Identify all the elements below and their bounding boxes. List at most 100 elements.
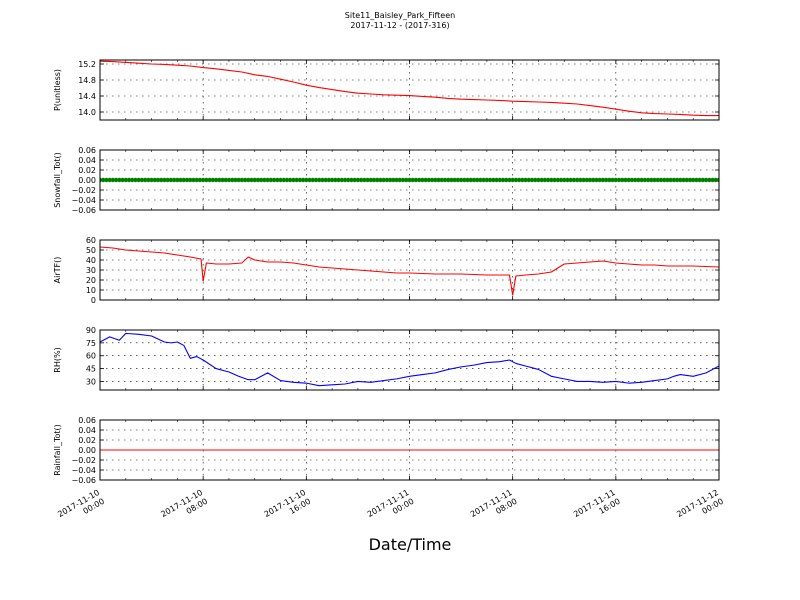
data-point <box>120 177 125 183</box>
data-point <box>565 177 570 183</box>
data-point <box>613 177 619 183</box>
data-point <box>368 177 374 183</box>
data-point <box>439 177 444 183</box>
chart-title: Site11_Baisley_Park_Fifteen <box>345 11 455 20</box>
data-point <box>626 177 631 183</box>
data-point <box>545 177 551 183</box>
data-point <box>226 177 232 183</box>
data-point <box>507 177 512 183</box>
data-point <box>113 177 119 183</box>
data-point <box>594 177 599 183</box>
data-point <box>371 177 377 183</box>
data-point <box>126 177 132 183</box>
data-point <box>636 177 641 183</box>
data-point <box>149 177 154 183</box>
data-point <box>133 177 138 183</box>
data-point <box>281 177 286 183</box>
data-point <box>152 177 158 183</box>
y-tick-label: −0.02 <box>71 456 96 465</box>
data-point <box>433 177 438 183</box>
data-point <box>681 177 686 183</box>
data-point <box>465 177 470 183</box>
y-tick-label: 60 <box>86 352 96 361</box>
data-point <box>329 177 335 183</box>
data-point <box>423 177 428 183</box>
data-point <box>410 177 415 183</box>
series-group <box>100 332 719 387</box>
data-point <box>655 177 660 183</box>
data-point <box>349 177 354 183</box>
series-group <box>100 177 719 183</box>
data-point <box>326 177 332 183</box>
y-tick-label: 0.00 <box>78 176 96 185</box>
data-point <box>207 177 212 183</box>
data-point <box>513 177 519 183</box>
data-point <box>713 177 718 183</box>
panel-5: −0.06−0.04−0.020.000.020.040.06 Rainfall_… <box>53 416 720 485</box>
y-tick-label: 0.02 <box>78 166 96 175</box>
data-point <box>674 177 680 183</box>
data-point <box>462 177 467 183</box>
data-point <box>665 177 670 183</box>
data-point <box>584 177 590 183</box>
data-point <box>378 177 383 183</box>
data-point <box>210 177 216 183</box>
data-point <box>607 177 612 183</box>
data-point <box>703 177 709 183</box>
data-point <box>484 177 490 183</box>
data-point <box>542 177 548 183</box>
data-point <box>416 177 422 183</box>
data-point <box>217 177 222 183</box>
data-point <box>700 177 706 183</box>
data-point <box>426 177 432 183</box>
data-point <box>429 177 435 183</box>
y-axis-label: Rainfall_Tot() <box>53 424 62 476</box>
data-point <box>623 177 628 183</box>
data-point <box>236 177 241 183</box>
panel-frame <box>99 239 720 301</box>
y-tick-label: 14.8 <box>78 76 96 85</box>
data-point <box>110 177 116 183</box>
data-point <box>229 177 235 183</box>
data-point <box>200 177 206 183</box>
data-point <box>668 177 673 183</box>
data-point <box>478 177 483 183</box>
data-point <box>171 177 177 183</box>
data-point <box>304 177 309 183</box>
data-point <box>574 177 580 183</box>
data-point <box>317 177 322 183</box>
y-tick-label: 40 <box>86 256 96 265</box>
data-point <box>591 177 596 183</box>
data-point <box>220 177 225 183</box>
data-point <box>323 177 328 183</box>
data-point <box>175 177 180 183</box>
y-tick-label: 0.04 <box>78 426 96 435</box>
data-point <box>716 177 719 183</box>
data-point <box>101 177 106 183</box>
x-tick-label: 2017-11-1108:00 <box>469 488 519 528</box>
x-axis-label: Date/Time <box>369 535 452 554</box>
y-axis-label: AirTF() <box>53 257 62 284</box>
series-group <box>100 60 719 117</box>
data-point <box>678 177 683 183</box>
y-tick-label: −0.02 <box>71 186 96 195</box>
data-point <box>184 177 190 183</box>
y-tick-label: −0.06 <box>71 476 96 485</box>
data-point <box>529 177 535 183</box>
data-point <box>107 177 112 183</box>
data-point <box>510 177 515 183</box>
data-point <box>452 177 457 183</box>
data-point <box>252 177 257 183</box>
data-point <box>568 177 573 183</box>
data-point <box>258 177 264 183</box>
series-line <box>100 332 719 387</box>
data-point <box>697 177 702 183</box>
data-point <box>297 177 303 183</box>
y-tick-label: 20 <box>86 276 96 285</box>
data-point <box>117 177 122 183</box>
data-point <box>549 177 554 183</box>
data-point <box>694 177 699 183</box>
data-point <box>342 177 348 183</box>
data-point <box>491 177 496 183</box>
